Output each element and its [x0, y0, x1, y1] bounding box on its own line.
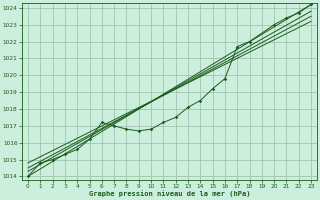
X-axis label: Graphe pression niveau de la mer (hPa): Graphe pression niveau de la mer (hPa)	[89, 190, 250, 197]
